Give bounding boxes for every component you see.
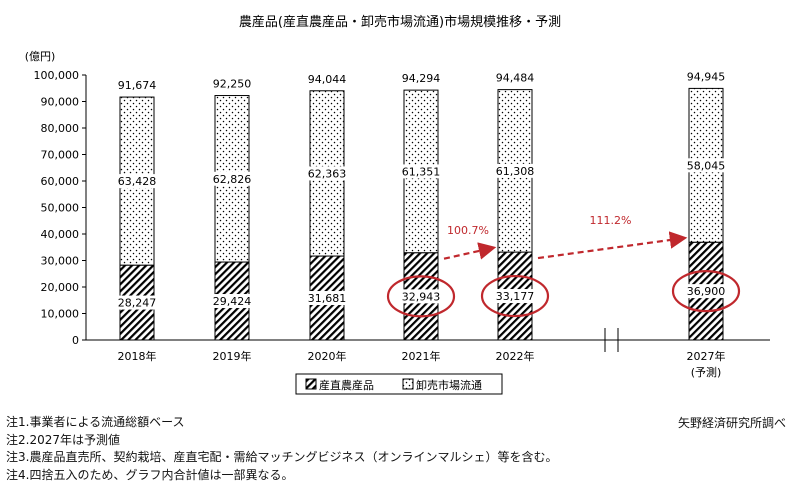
bar-label-bg: [400, 289, 442, 304]
x-tick-label: 2027年: [687, 349, 726, 363]
x-tick-sublabel: (予測): [691, 365, 722, 379]
legend-swatch-dots: [402, 378, 414, 390]
y-tick-label: 70,000: [41, 149, 80, 162]
bar-total-label: 94,945: [687, 70, 726, 83]
bar-label-bg: [211, 171, 253, 186]
growth-label: 111.2%: [590, 214, 632, 227]
bar-label-oroshi: 62,826: [213, 173, 252, 186]
bar-label-bg: [494, 163, 536, 178]
bar-label-oroshi: 62,363: [308, 167, 347, 180]
bar-label-bg: [116, 174, 158, 189]
y-tick-label: 50,000: [41, 202, 80, 215]
bar-total-label: 94,294: [402, 72, 441, 85]
bar-label-sanchoku: 28,247: [118, 297, 157, 310]
y-tick-label: 100,000: [34, 69, 80, 82]
legend-label-sanchoku: 産直農産品: [319, 378, 374, 392]
legend: 産直農産品 卸売市場流通: [295, 373, 503, 395]
y-tick-label: 30,000: [41, 255, 80, 268]
highlight-circle: [480, 274, 550, 318]
bar-total-label: 91,674: [118, 79, 157, 92]
source-credit: 矢野経済研究所調べ: [677, 416, 786, 430]
bar-label-sanchoku: 31,681: [308, 292, 347, 305]
y-tick-label: 60,000: [41, 175, 80, 188]
bar-label-oroshi: 58,045: [687, 159, 726, 172]
y-tick-label: 90,000: [41, 96, 80, 109]
bar-total-label: 94,044: [308, 73, 347, 86]
highlight-circle: [386, 275, 456, 318]
bar-label-sanchoku: 29,424: [213, 295, 252, 308]
bar-label-oroshi: 61,351: [402, 165, 441, 178]
bar-label-bg: [306, 291, 348, 306]
note-2: 注2.2027年は予測値: [6, 432, 120, 447]
chart-title: 農産品(産直農産品・卸売市場流通)市場規模推移・予測: [239, 14, 561, 30]
highlight-circle: [671, 270, 741, 313]
bar-chart: 農産品(産直農産品・卸売市場流通)市場規模推移・予測 (億円) 0 10,000 2…: [25, 14, 770, 395]
bar-label-bg: [116, 295, 158, 310]
growth-arrow: [443, 242, 497, 260]
note-3: 注3.農産品直売所、契約栽培、産直宅配・需給マッチングビジネス（オンラインマルシ…: [6, 450, 558, 464]
bar-label-oroshi: 63,428: [118, 175, 157, 188]
x-tick-label: 2019年: [213, 349, 252, 363]
axis-break-marker: [604, 328, 619, 352]
bar-label-bg: [685, 284, 727, 299]
bar-label-bg: [211, 294, 253, 309]
x-tick-label: 2020年: [308, 349, 347, 363]
y-tick-label: 20,000: [41, 281, 80, 294]
legend-box: [295, 373, 503, 395]
x-tick-label: 2022年: [496, 349, 535, 363]
bar-label-oroshi: 61,308: [496, 165, 535, 178]
y-tick-label: 80,000: [41, 122, 80, 135]
growth-label: 100.7%: [447, 224, 489, 237]
y-tick-label: 40,000: [41, 228, 80, 241]
note-4: 注4.四捨五入のため、グラフ内合計値は一部異なる。: [6, 467, 294, 482]
y-axis-unit: (億円): [25, 50, 56, 63]
notes: 注1.事業者による流通総額ベース 注2.2027年は予測値 注3.農産品直売所、…: [6, 414, 557, 484]
legend-swatch-hatch: [305, 378, 317, 390]
y-tick-label: 0: [72, 334, 79, 347]
bar-label-bg: [685, 158, 727, 173]
note-1: 注1.事業者による流通総額ベース: [6, 415, 185, 429]
bar-total-label: 94,484: [496, 72, 535, 85]
bar-label-bg: [494, 289, 536, 304]
bar-label-bg: [400, 164, 442, 179]
y-tick-label: 10,000: [41, 308, 80, 321]
x-tick-label: 2018年: [118, 349, 157, 363]
bar-label-sanchoku: 36,900: [687, 285, 726, 298]
bar-label-sanchoku: 32,943: [402, 290, 441, 303]
bar-label-bg: [306, 166, 348, 181]
growth-arrow: [537, 231, 688, 260]
legend-label-oroshi: 卸売市場流通: [416, 378, 482, 392]
bar-total-label: 92,250: [213, 78, 252, 91]
bar-label-sanchoku: 33,177: [496, 290, 535, 303]
x-tick-label: 2021年: [402, 349, 441, 363]
